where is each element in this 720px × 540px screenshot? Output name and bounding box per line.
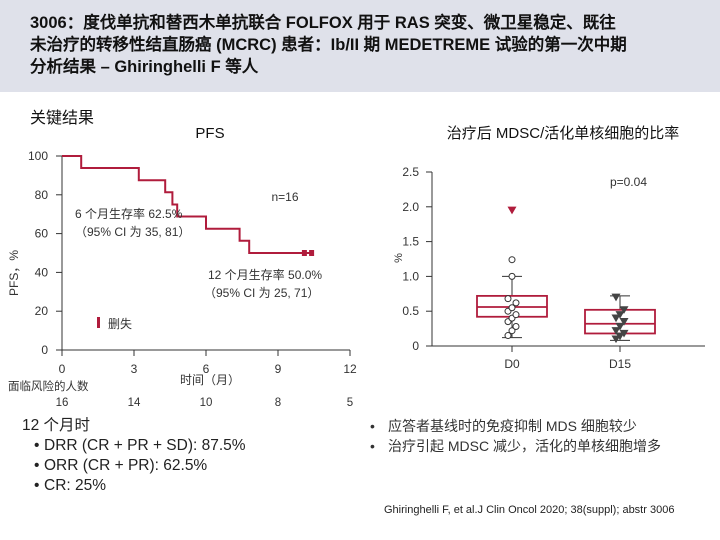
- km-x-axis-label: 时间（月）: [180, 373, 240, 387]
- km-y-tick-label: 60: [35, 227, 49, 241]
- km-six-month-ci: （95% CI 为 35, 81）: [75, 225, 190, 239]
- risk-table-value: 14: [128, 397, 141, 409]
- km-censor-mark: [309, 250, 315, 256]
- box-point-d0-triangle: [507, 206, 517, 215]
- risk-table-value: 5: [347, 397, 353, 409]
- box-y-tick-label: 1.5: [402, 235, 419, 249]
- summary-block: 12 个月时 DRR (CR + PR + SD): 87.5% ORR (CR…: [22, 416, 246, 496]
- box-x-tick-label: D0: [504, 357, 520, 371]
- km-twelve-month-ci: （95% CI 为 25, 71）: [204, 286, 319, 300]
- km-censor-legend-label: 删失: [108, 316, 132, 331]
- summary-item: DRR (CR + PR + SD): 87.5%: [22, 436, 246, 456]
- box-y-tick-label: 0: [412, 339, 419, 353]
- km-censor-mark: [301, 250, 307, 256]
- km-x-tick-label: 0: [59, 362, 66, 376]
- km-x-tick-label: 3: [131, 362, 138, 376]
- risk-table-value: 10: [200, 397, 213, 409]
- box-point-d15: [615, 332, 625, 341]
- km-censor-legend-mark: [97, 317, 100, 328]
- box-point-d15: [615, 322, 625, 331]
- summary-item: ORR (CR + PR): 62.5%: [22, 456, 246, 476]
- box-point-d0: [504, 332, 512, 340]
- km-x-tick-label: 12: [343, 362, 357, 376]
- box-y-tick-label: 2.5: [402, 165, 419, 179]
- box-point-d15: [611, 327, 621, 335]
- km-x-tick-label: 9: [275, 362, 282, 376]
- km-twelve-month-rate: 12 个月生存率 50.0%: [208, 267, 322, 282]
- summary-list: DRR (CR + PR + SD): 87.5% ORR (CR + PR):…: [22, 436, 246, 496]
- risk-table-value: 16: [56, 397, 69, 409]
- box-outlier: [508, 256, 516, 264]
- km-six-month-rate: 6 个月生存率 62.5%: [75, 206, 183, 221]
- km-x-tick-label: 6: [203, 362, 210, 376]
- km-survival-curve: [62, 155, 312, 254]
- km-y-tick-label: 0: [41, 343, 48, 357]
- km-y-tick-label: 80: [35, 188, 49, 202]
- km-y-tick-label: 20: [35, 304, 49, 318]
- box-point-d15: [615, 311, 625, 319]
- box-x-tick-label: D15: [609, 357, 631, 371]
- box-point-d15: [611, 293, 621, 302]
- km-n-label: n=16: [271, 190, 298, 204]
- box-point-d15: [619, 329, 629, 338]
- box-point-d15: [611, 314, 621, 323]
- box-point-d15: [619, 306, 629, 314]
- box-y-tick-label: 2.0: [402, 200, 419, 214]
- box-point-d0: [508, 304, 516, 312]
- summary-item: CR: 25%: [22, 476, 246, 496]
- km-y-tick-label: 100: [28, 149, 48, 163]
- slide-title-line-1: 3006：度伐单抗和替西木单抗联合 FOLFOX 用于 RAS 突变、微卫星稳定…: [30, 14, 616, 32]
- box-point-d15: [611, 335, 621, 344]
- km-y-tick-label: 40: [35, 265, 49, 279]
- citation: Ghiringhelli F, et al.J Clin Oncol 2020;…: [384, 504, 675, 516]
- box-point-d0: [512, 299, 520, 307]
- slide-title-line-2: 未治疗的转移性结直肠癌 (MCRC) 患者：Ib/II 期 MEDETREME …: [30, 36, 627, 54]
- box-point-d0: [512, 323, 520, 331]
- box-point-d15: [619, 318, 629, 326]
- slide-title-line-3: 分析结果 – Ghiringhelli F 等人: [30, 58, 259, 76]
- box-y-axis-label: %: [393, 253, 405, 263]
- conclusion-item: 应答者基线时的免疫抑制 MDS 细胞较少: [370, 416, 700, 436]
- section-label: 关键结果: [30, 110, 95, 127]
- box-title: 治疗后 MDSC/活化单核细胞的比率: [447, 125, 680, 142]
- risk-table-label: 面临风险的人数: [8, 379, 89, 393]
- summary-heading: 12 个月时: [22, 417, 91, 434]
- box-point-d0: [508, 327, 516, 335]
- box-point-d0: [508, 272, 516, 280]
- km-title: PFS: [195, 125, 224, 142]
- km-y-axis-label: PFS，%: [7, 250, 21, 296]
- header-banner: 3006：度伐单抗和替西木单抗联合 FOLFOX 用于 RAS 突变、微卫星稳定…: [0, 0, 720, 92]
- conclusion-item: 治疗引起 MDSC 减少，活化的单核细胞增多: [370, 436, 700, 456]
- box-y-tick-label: 0.5: [402, 304, 419, 318]
- risk-table-value: 8: [275, 397, 281, 409]
- box-point-d0: [512, 311, 520, 319]
- box-pvalue: p=0.04: [610, 175, 647, 189]
- slide-title: 3006：度伐单抗和替西木单抗联合 FOLFOX 用于 RAS 突变、微卫星稳定…: [30, 12, 690, 78]
- box-y-tick-label: 1.0: [402, 269, 419, 283]
- conclusions-block: 应答者基线时的免疫抑制 MDS 细胞较少 治疗引起 MDSC 减少，活化的单核细…: [370, 416, 700, 456]
- conclusions-list: 应答者基线时的免疫抑制 MDS 细胞较少 治疗引起 MDSC 减少，活化的单核细…: [370, 416, 700, 456]
- box-point-d0: [504, 295, 512, 303]
